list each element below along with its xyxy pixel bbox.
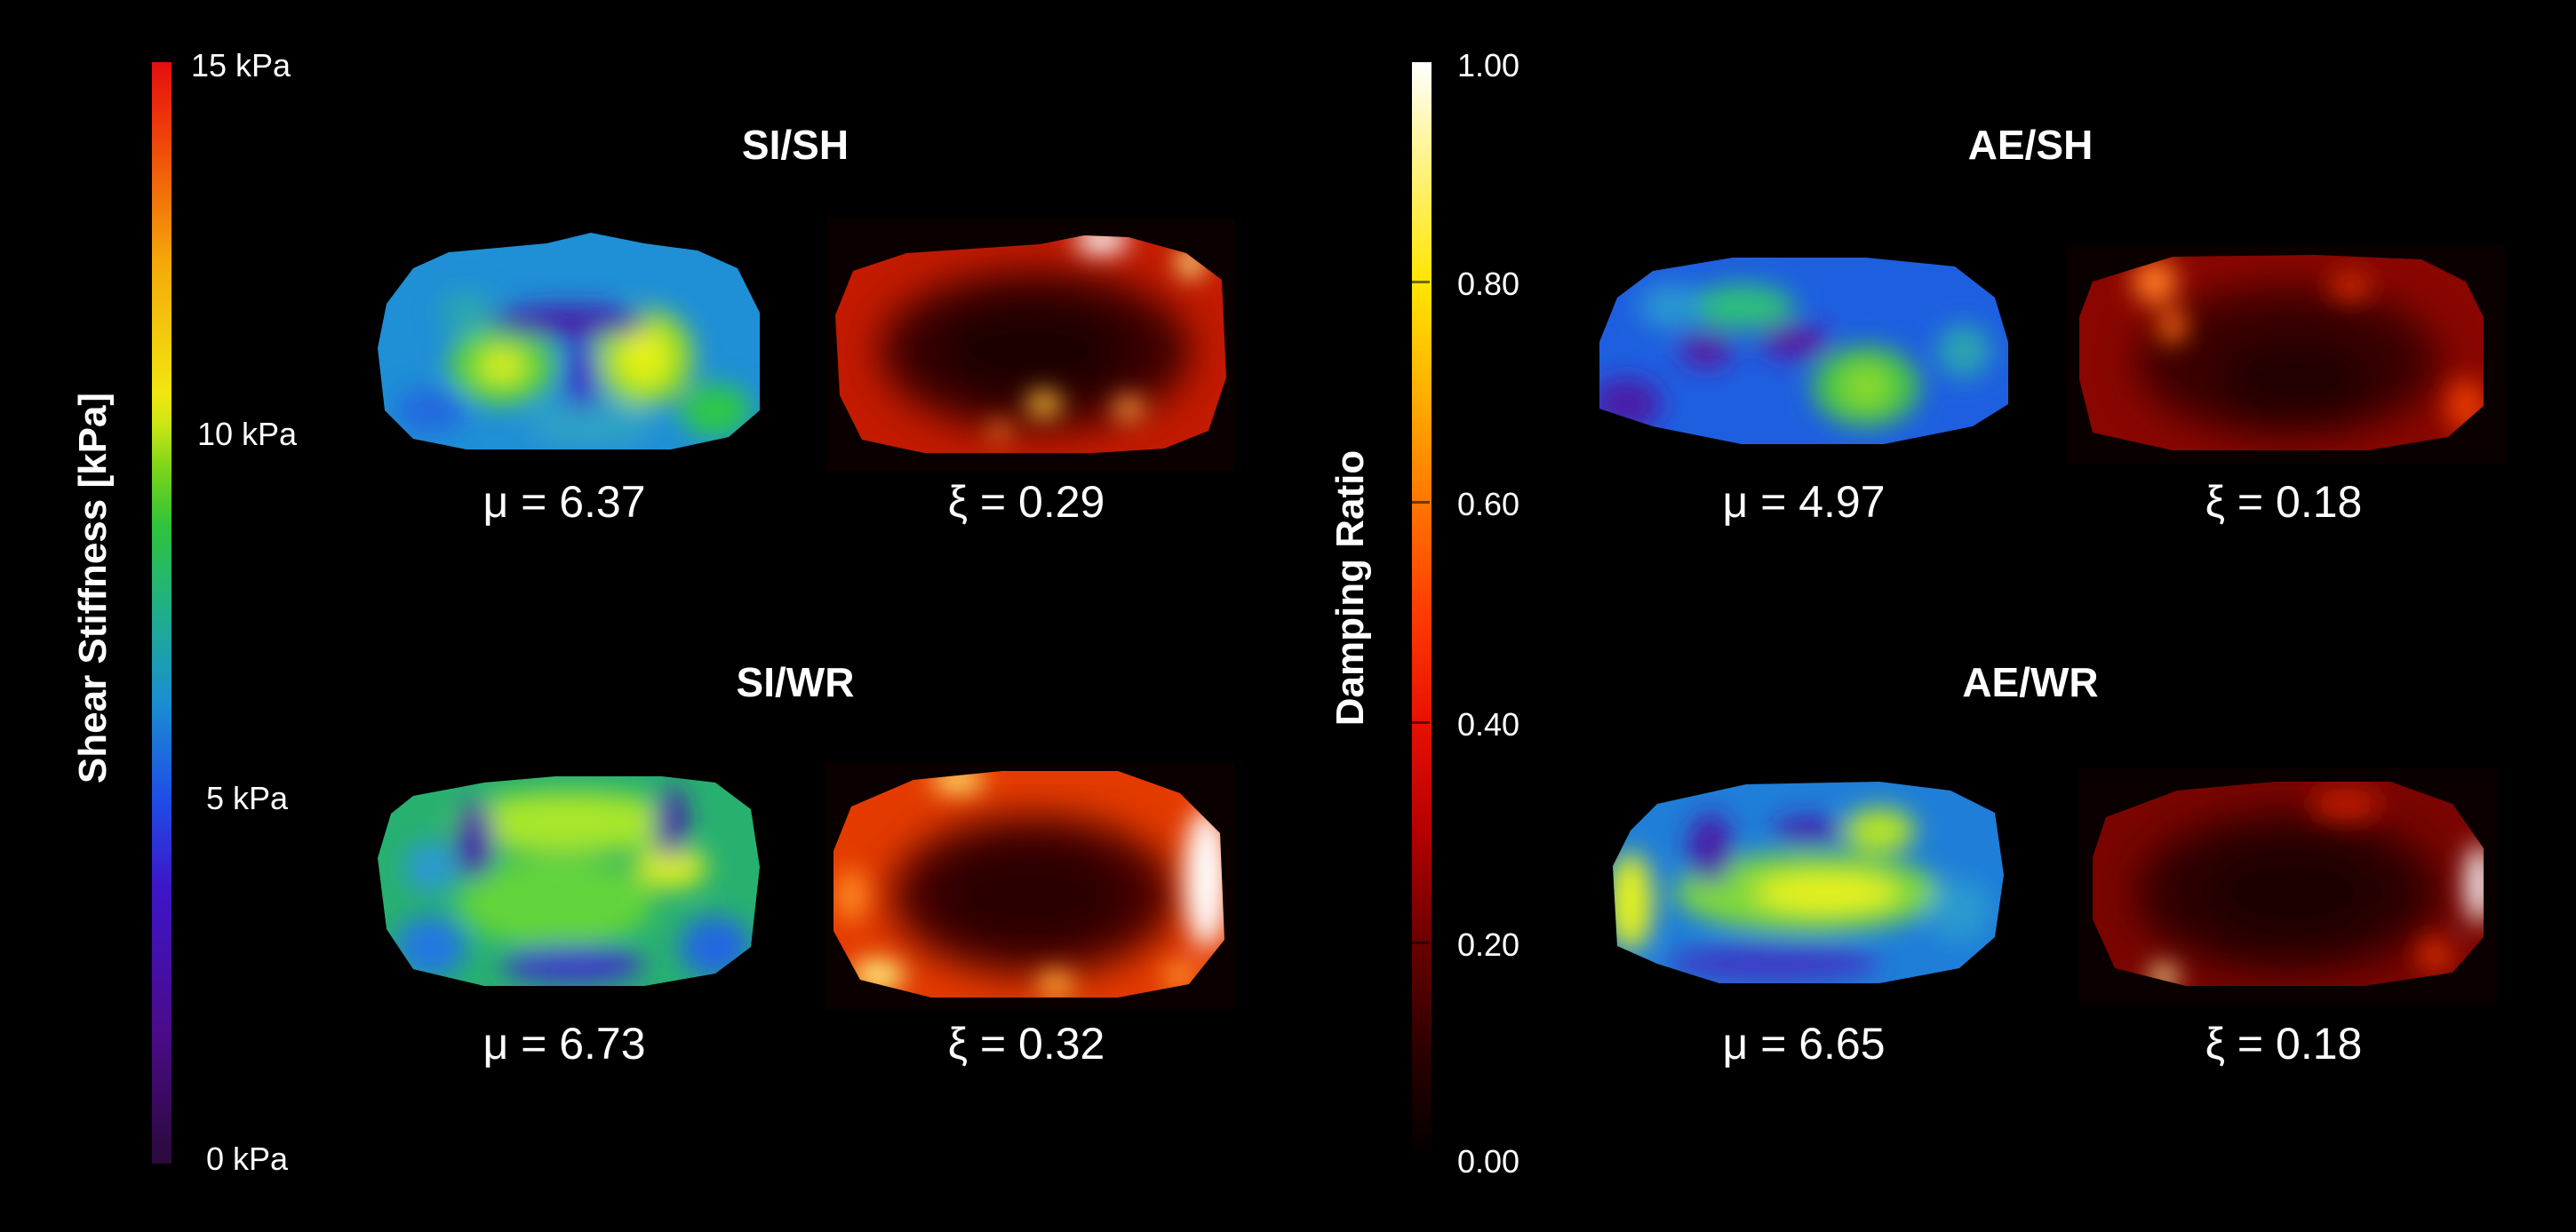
xi-label-ae-wr: ξ = 0.18 [2205, 1019, 2363, 1069]
damping-tick-060: 0.60 [1457, 486, 1520, 522]
damping-tick-080: 0.80 [1457, 266, 1520, 302]
damping-tick-mark [1412, 942, 1430, 944]
stiffness-tick-15: 15 kPa [191, 47, 291, 83]
panel-title-ae-wr: AE/WR [1962, 659, 2099, 705]
stiffness-colorbar [152, 62, 171, 1164]
damping-tick-mark [1412, 501, 1430, 504]
stiffness-map-ae-wr [1613, 777, 2004, 987]
xi-label-ae-sh: ξ = 0.18 [2205, 477, 2363, 527]
damping-tick-mark [1412, 721, 1430, 724]
damping-colorbar [1412, 62, 1432, 1164]
stiffness-map-si-sh [378, 233, 764, 449]
xi-label-si-wr: ξ = 0.32 [947, 1019, 1105, 1069]
damping-map-si-wr [825, 762, 1235, 1009]
damping-map-ae-sh [2066, 246, 2506, 464]
damping-tick-040: 0.40 [1457, 706, 1520, 743]
stiffness-tick-0: 0 kPa [206, 1141, 289, 1177]
damping-tick-000: 0.00 [1457, 1143, 1520, 1180]
stiffness-axis-title: Shear Stiffness [kPa] [71, 392, 115, 784]
mu-label-si-wr: μ = 6.73 [483, 1019, 646, 1069]
damping-map-si-sh [826, 218, 1235, 471]
xi-label-si-sh: ξ = 0.29 [947, 477, 1105, 527]
mu-label-si-sh: μ = 6.37 [483, 477, 646, 527]
panel-title-ae-sh: AE/SH [1967, 122, 2093, 168]
damping-axis-title: Damping Ratio [1328, 449, 1372, 727]
damping-tick-mark [1412, 281, 1430, 283]
stiffness-map-si-wr [378, 769, 760, 988]
panel-title-si-wr: SI/WR [736, 659, 855, 705]
stiffness-map-ae-sh [1599, 253, 2008, 447]
damping-map-ae-wr [2079, 768, 2497, 1004]
stiffness-tick-10: 10 kPa [197, 416, 298, 452]
mu-label-ae-wr: μ = 6.65 [1722, 1019, 1886, 1069]
panel-title-si-sh: SI/SH [741, 122, 849, 168]
damping-tick-100: 1.00 [1457, 47, 1520, 83]
mu-label-ae-sh: μ = 4.97 [1722, 477, 1886, 527]
damping-tick-020: 0.20 [1457, 926, 1520, 963]
stiffness-tick-5: 5 kPa [206, 780, 289, 816]
